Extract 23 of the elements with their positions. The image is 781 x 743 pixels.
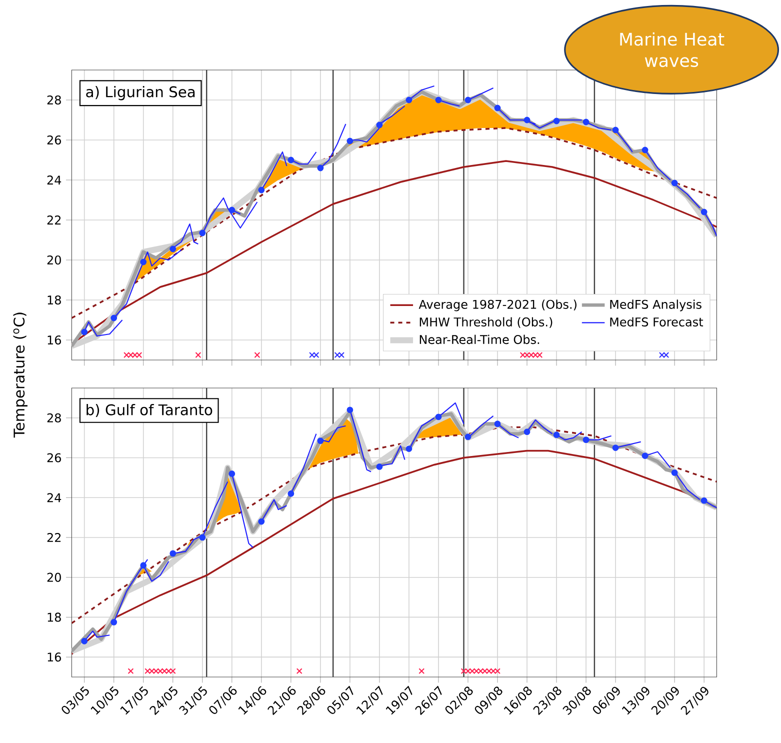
y-tick-label: 18: [48, 295, 61, 305]
y-tick-label: 22: [47, 216, 61, 224]
y-tick-label: 20: [47, 572, 61, 582]
text: Marine Heat waves: [620, 32, 724, 68]
y-axis-title: Temperature ($^{o}$C): [13, 312, 28, 438]
y-tick-label: 16: [48, 652, 61, 662]
legend-label: Average 1987-2021 (Obs.): [418, 300, 576, 312]
legend-label: MedFS Analysis: [610, 300, 702, 312]
y-tick-label: 28: [47, 413, 61, 422]
y-tick-label: 24: [47, 493, 62, 502]
text: b) Gulf of Taranto: [86, 404, 212, 418]
legend-label: MHW Threshold (Obs.): [420, 317, 552, 328]
y-tick-label: 22: [47, 533, 61, 542]
y-tick-label: 16: [48, 335, 61, 345]
y-tick-label: 26: [47, 453, 61, 462]
legend-label: Near-Real-Time Obs.: [420, 334, 540, 344]
y-tick-label: 18: [48, 612, 61, 622]
legend-label: MedFS Forecast: [610, 317, 704, 326]
text: a) Ligurian Sea: [86, 86, 195, 100]
y-tick-label: 26: [47, 135, 61, 145]
y-tick-label: 28: [47, 95, 61, 105]
y-tick-label: 24: [47, 176, 62, 184]
y-tick-label: 20: [47, 255, 61, 265]
